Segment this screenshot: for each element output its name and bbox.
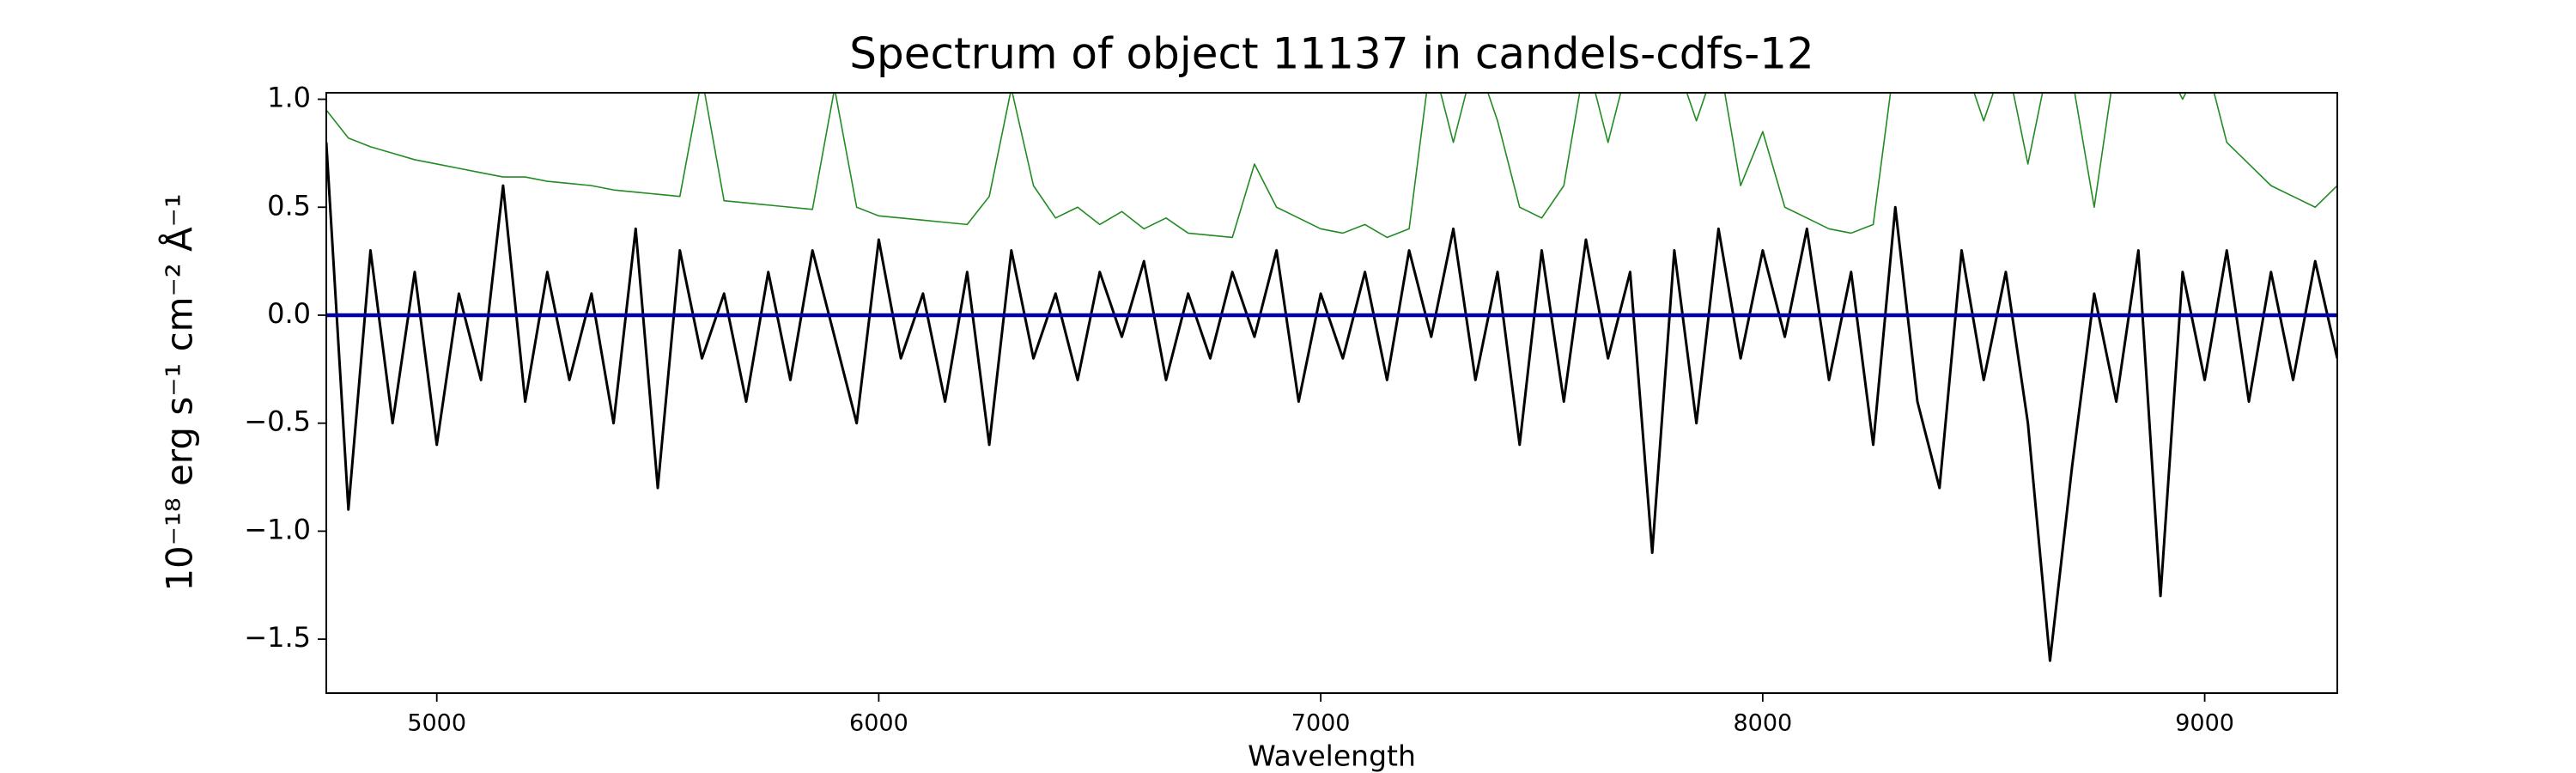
x-tick-label: 9000 (2175, 710, 2234, 737)
spectrum-line (326, 142, 2337, 662)
x-tick-label: 6000 (849, 710, 908, 737)
y-tick-label: 1.0 (267, 82, 311, 114)
y-tick-label: 0.0 (267, 297, 311, 330)
plot-area (326, 93, 2337, 662)
chart-title: Spectrum of object 11137 in candels-cdfs… (849, 29, 1814, 79)
y-tick-label: −1.5 (244, 621, 311, 654)
y-tick-label: −1.0 (244, 513, 311, 545)
x-tick-label: 7000 (1291, 710, 1351, 737)
y-axis-label: 10⁻¹⁸ erg s⁻¹ cm⁻² Å⁻¹ (158, 193, 201, 591)
x-axis-label: Wavelength (1248, 740, 1416, 773)
spectrum-line (326, 93, 2337, 239)
axes-frame (325, 92, 2338, 694)
x-tick-label: 8000 (1733, 710, 1792, 737)
y-tick-label: 0.5 (267, 189, 311, 222)
x-tick-label: 5000 (407, 710, 466, 737)
y-tick-label: −0.5 (244, 405, 311, 438)
